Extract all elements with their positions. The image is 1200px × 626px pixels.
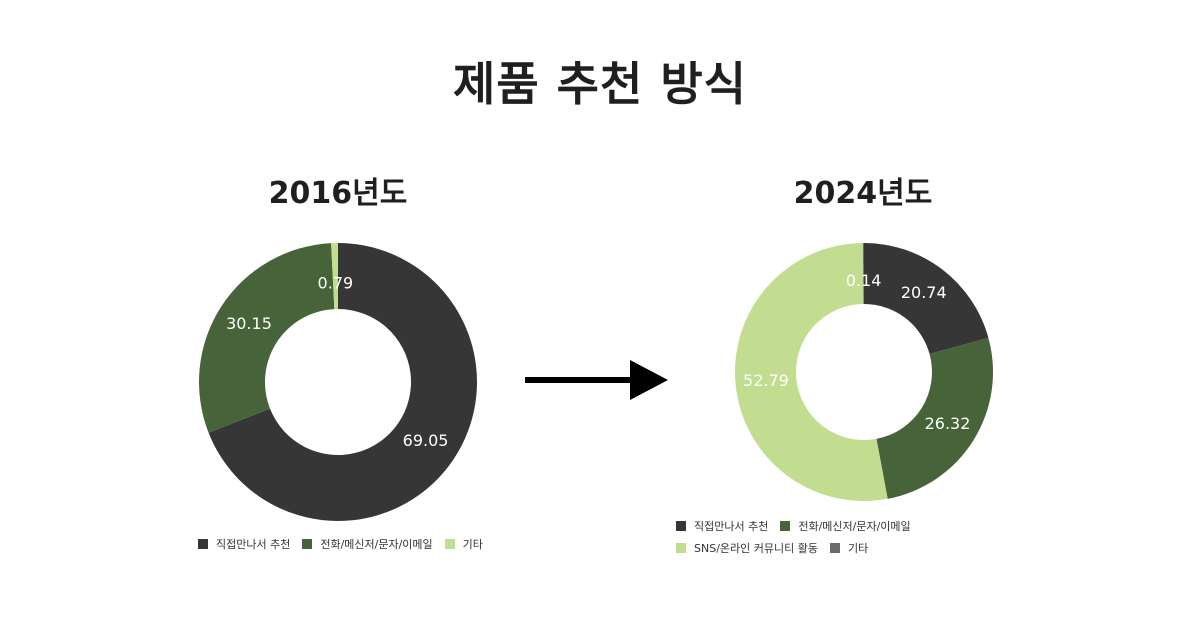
- slice-value-label: 20.74: [901, 283, 947, 302]
- legend-label: SNS/온라인 커뮤니티 활동: [694, 542, 818, 555]
- chart-2024: 2024년도 20.74 26.32 52.79 0.14 직접만나서 추천 전화/메신…: [668, 170, 1058, 562]
- legend-2024: 직접만나서 추천 전화/메신저/문자/이메일 SNS/온라인 커뮤니티 활동 기타: [676, 518, 1066, 562]
- legend-item: 기타: [444, 536, 483, 552]
- legend-swatch: [302, 539, 313, 549]
- donut-slice: [876, 337, 993, 499]
- legend-label: 전화/메신저/문자/이메일: [320, 538, 433, 551]
- chart-title-2024: 2024년도: [793, 176, 933, 211]
- legend-item: 전화/메신저/문자/이메일: [780, 518, 911, 534]
- legend-item: 기타: [829, 540, 869, 556]
- slice-value-label: 26.32: [925, 414, 971, 433]
- donut-chart-2024: 20.74 26.32 52.79 0.14: [734, 243, 993, 502]
- slice-value-label: 69.05: [403, 431, 449, 450]
- right-arrow-icon: [525, 360, 668, 400]
- legend-label: 기타: [847, 542, 869, 555]
- legend-2016: 직접만나서 추천 전화/메신저/문자/이메일 기타: [198, 536, 508, 558]
- slice-value-label: 52.79: [743, 371, 789, 390]
- legend-swatch: [780, 521, 791, 531]
- donut-slice: [331, 243, 338, 310]
- slice-value-label: 30.15: [226, 314, 272, 333]
- legend-label: 직접만나서 추천: [694, 520, 769, 533]
- donut-slice: [208, 243, 478, 521]
- donut-slice: [862, 243, 864, 305]
- legend-label: 직접만나서 추천: [216, 538, 291, 551]
- legend-swatch: [198, 539, 208, 549]
- slice-value-label: 0.79: [318, 274, 354, 293]
- legend-item: SNS/온라인 커뮤니티 활동: [676, 540, 818, 556]
- donut-slice: [734, 243, 888, 502]
- legend-label: 전화/메신저/문자/이메일: [798, 520, 911, 533]
- donut-slice: [199, 243, 335, 433]
- slice-value-label: 0.14: [846, 271, 882, 290]
- legend-item: 직접만나서 추천: [198, 536, 290, 552]
- legend-swatch: [676, 521, 686, 531]
- chart-title-2016: 2016년도: [268, 176, 408, 211]
- legend-item: 직접만나서 추천: [676, 518, 768, 534]
- legend-swatch: [829, 543, 840, 553]
- chart-2016: 2016년도 69.05 30.15 0.79 직접만나서 추천 전화/메신저/문자/…: [168, 170, 508, 558]
- legend-item: 전화/메신저/문자/이메일: [302, 536, 433, 552]
- legend-swatch: [444, 539, 455, 549]
- legend-label: 기타: [462, 538, 483, 551]
- donut-chart-2016: 69.05 30.15 0.79: [199, 243, 478, 521]
- donut-slice: [864, 243, 989, 355]
- page-title: 제품 추천 방식: [453, 57, 747, 111]
- legend-swatch: [676, 543, 686, 553]
